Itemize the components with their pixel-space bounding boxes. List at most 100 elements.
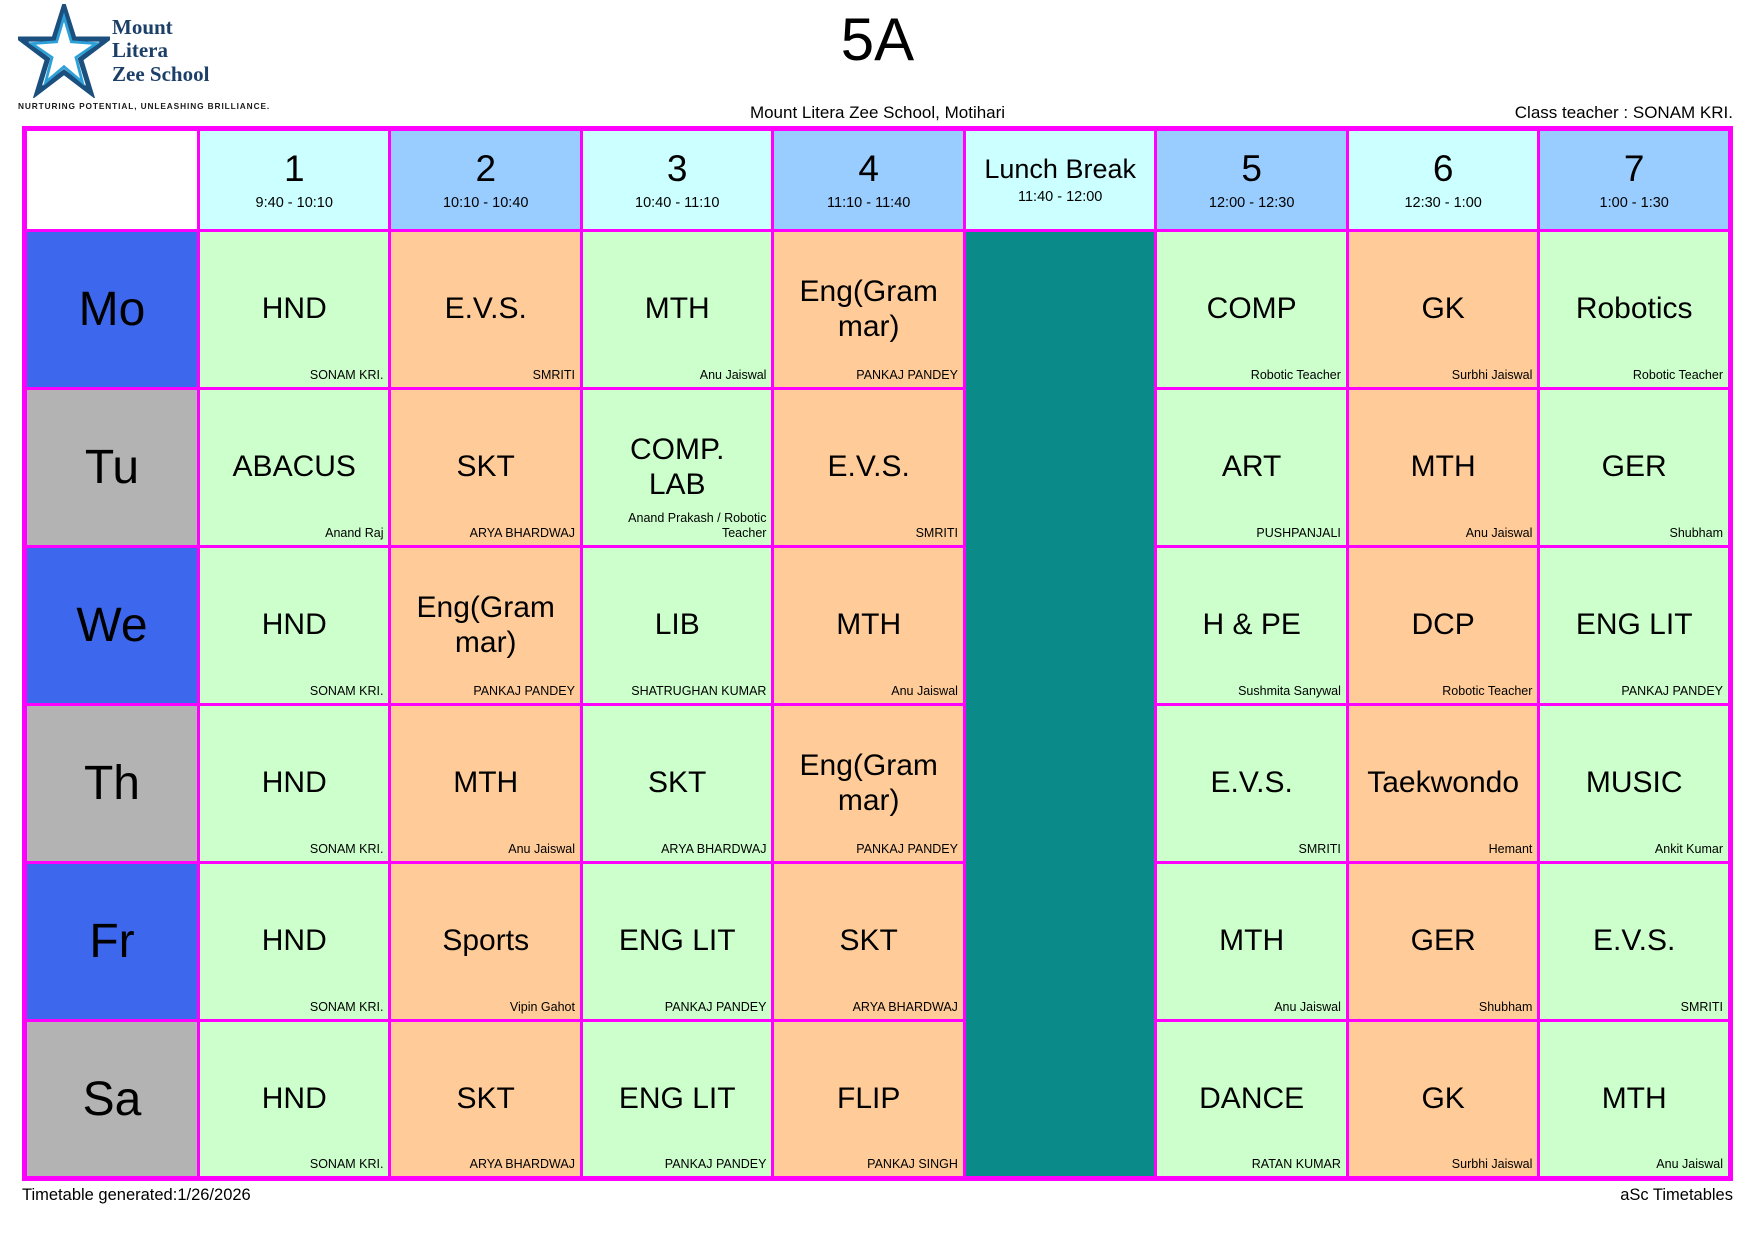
teacher: Shubham	[1669, 526, 1723, 541]
teacher: SONAM KRI.	[309, 842, 384, 857]
timetable-page: Mount Litera Zee School NURTURING POTENT…	[18, 0, 1733, 1205]
school-subtitle: Mount Litera Zee School, Motihari	[749, 103, 1006, 122]
lesson-cell: MTH Anu Jaiswal	[1537, 1019, 1732, 1180]
lesson-cell: FLIP PANKAJ SINGH	[771, 1019, 966, 1180]
teacher: ARYA BHARDWAJ	[661, 842, 767, 857]
day-label-th: Th	[23, 703, 200, 864]
subject: ENG LIT	[618, 1081, 736, 1115]
subject: E.V.S.	[827, 450, 910, 484]
page-header: Mount Litera Zee School NURTURING POTENT…	[18, 0, 1733, 126]
lesson-cell: E.V.S. SMRITI	[1537, 861, 1732, 1022]
period-time: 11:10 - 11:40	[827, 194, 911, 211]
subject: GK	[1421, 1081, 1465, 1115]
lesson-cell: LIB SHATRUGHAN KUMAR	[579, 545, 775, 706]
school-name-line2: Zee School	[112, 61, 210, 86]
lesson-cell: ART PUSHPANJALI	[1154, 387, 1349, 548]
subject: LIB	[654, 608, 700, 642]
teacher: Sushmita Sanywal	[1238, 684, 1341, 699]
teacher: SMRITI	[1298, 842, 1341, 857]
teacher: SONAM KRI.	[309, 1157, 384, 1172]
subject: ABACUS	[232, 450, 356, 484]
subject: FLIP	[837, 1081, 901, 1115]
lesson-cell: HND SONAM KRI.	[196, 1019, 392, 1180]
lesson-cell: MTH Anu Jaiswal	[579, 229, 775, 390]
teacher: SONAM KRI.	[309, 1000, 384, 1015]
teacher: ARYA BHARDWAJ	[852, 1000, 958, 1015]
school-star-icon	[18, 4, 110, 98]
lesson-cell: COMP. LAB Anand Prakash / Robotic Teache…	[579, 387, 775, 548]
period-number: 5	[1241, 148, 1262, 190]
lesson-cell: HND SONAM KRI.	[196, 229, 392, 390]
subject: COMP	[1206, 292, 1297, 326]
lesson-cell: MTH Anu Jaiswal	[388, 703, 583, 864]
subject: Robotics	[1575, 292, 1693, 326]
lesson-cell: SKT ARYA BHARDWAJ	[388, 387, 583, 548]
teacher: Anu Jaiswal	[508, 842, 575, 857]
subject: HND	[261, 924, 327, 958]
page-footer: Timetable generated:1/26/2026 aSc Timeta…	[22, 1181, 1733, 1205]
lesson-cell: GER Shubham	[1537, 387, 1732, 548]
period-time: 1:00 - 1:30	[1599, 194, 1669, 211]
day-label-sa: Sa	[23, 1019, 200, 1180]
teacher: ARYA BHARDWAJ	[469, 1157, 575, 1172]
generated-timestamp: Timetable generated:1/26/2026	[22, 1186, 251, 1204]
lesson-cell: GK Surbhi Jaiswal	[1345, 229, 1541, 390]
lesson-cell: SKT ARYA BHARDWAJ	[771, 861, 966, 1022]
teacher: PANKAJ PANDEY	[856, 842, 958, 857]
subject: H & PE	[1202, 608, 1301, 642]
teacher: SMRITI	[1680, 1000, 1723, 1015]
lesson-cell: DANCE RATAN KUMAR	[1154, 1019, 1349, 1180]
lesson-cell: HND SONAM KRI.	[196, 545, 392, 706]
subject: COMP. LAB	[629, 433, 725, 501]
teacher: ARYA BHARDWAJ	[469, 526, 575, 541]
lunch-break-header: Lunch Break 11:40 - 12:00	[962, 127, 1158, 232]
teacher: SHATRUGHAN KUMAR	[631, 684, 767, 699]
lesson-cell: Taekwondo Hemant	[1345, 703, 1541, 864]
teacher: Surbhi Jaiswal	[1451, 1157, 1533, 1172]
lesson-cell: MTH Anu Jaiswal	[1154, 861, 1349, 1022]
teacher: PANKAJ PANDEY	[664, 1157, 767, 1172]
period-number: 6	[1432, 148, 1454, 190]
subject: GER	[1601, 450, 1667, 484]
period-header-row: 1 9:40 - 10:10 2 10:10 - 10:40 3 10:40 -…	[23, 127, 1732, 232]
lesson-cell: Eng(Grammar) PANKAJ PANDEY	[388, 545, 583, 706]
corner-cell	[23, 127, 200, 232]
subject: MTH	[1410, 450, 1476, 484]
period-5-header: 5 12:00 - 12:30	[1154, 127, 1349, 232]
subject: SKT	[648, 766, 707, 800]
class-title: 5A	[840, 6, 915, 73]
teacher: Hemant	[1488, 842, 1533, 857]
day-row-fr: Fr HND SONAM KRI. Sports Vipin Gahot ENG…	[23, 861, 1732, 1022]
period-time: 12:00 - 12:30	[1208, 194, 1295, 211]
teacher: Shubham	[1478, 1000, 1533, 1015]
lesson-cell: SKT ARYA BHARDWAJ	[388, 1019, 583, 1180]
period-time: 9:40 - 10:10	[255, 194, 333, 211]
teacher: Anu Jaiswal	[891, 684, 958, 699]
asc-timetables-brand: aSc Timetables	[1620, 1186, 1733, 1204]
period-time: 10:40 - 11:10	[635, 194, 720, 211]
lesson-cell: MTH Anu Jaiswal	[1345, 387, 1541, 548]
teacher: Robotic Teacher	[1442, 684, 1533, 699]
school-logo: Mount Litera Zee School NURTURING POTENT…	[18, 4, 269, 111]
period-time: 11:40 - 12:00	[1017, 189, 1103, 206]
day-row-tu: Tu ABACUS Anand Raj SKT ARYA BHARDWAJ CO…	[23, 387, 1732, 548]
day-label-mo: Mo	[23, 229, 200, 390]
lesson-cell: ENG LIT PANKAJ PANDEY	[1537, 545, 1732, 706]
period-number: 3	[666, 148, 688, 190]
lesson-cell: ENG LIT PANKAJ PANDEY	[579, 1019, 775, 1180]
subject: HND	[261, 608, 327, 642]
subject: SKT	[839, 924, 898, 958]
timetable-grid: 1 9:40 - 10:10 2 10:10 - 10:40 3 10:40 -…	[22, 126, 1733, 1181]
period-number: 4	[858, 148, 879, 190]
teacher: PUSHPANJALI	[1256, 526, 1341, 541]
day-row-we: We HND SONAM KRI. Eng(Grammar) PANKAJ PA…	[23, 545, 1732, 706]
day-label-fr: Fr	[23, 861, 200, 1022]
class-teacher-label: Class teacher : SONAM KRI.	[1514, 103, 1733, 122]
teacher: PANKAJ PANDEY	[664, 1000, 767, 1015]
subject: E.V.S.	[1210, 766, 1293, 800]
period-3-header: 3 10:40 - 11:10	[579, 127, 775, 232]
subject: GK	[1421, 292, 1465, 326]
lunch-break-column	[962, 229, 1158, 1180]
teacher: Robotic Teacher	[1632, 368, 1723, 383]
teacher: RATAN KUMAR	[1251, 1157, 1341, 1172]
